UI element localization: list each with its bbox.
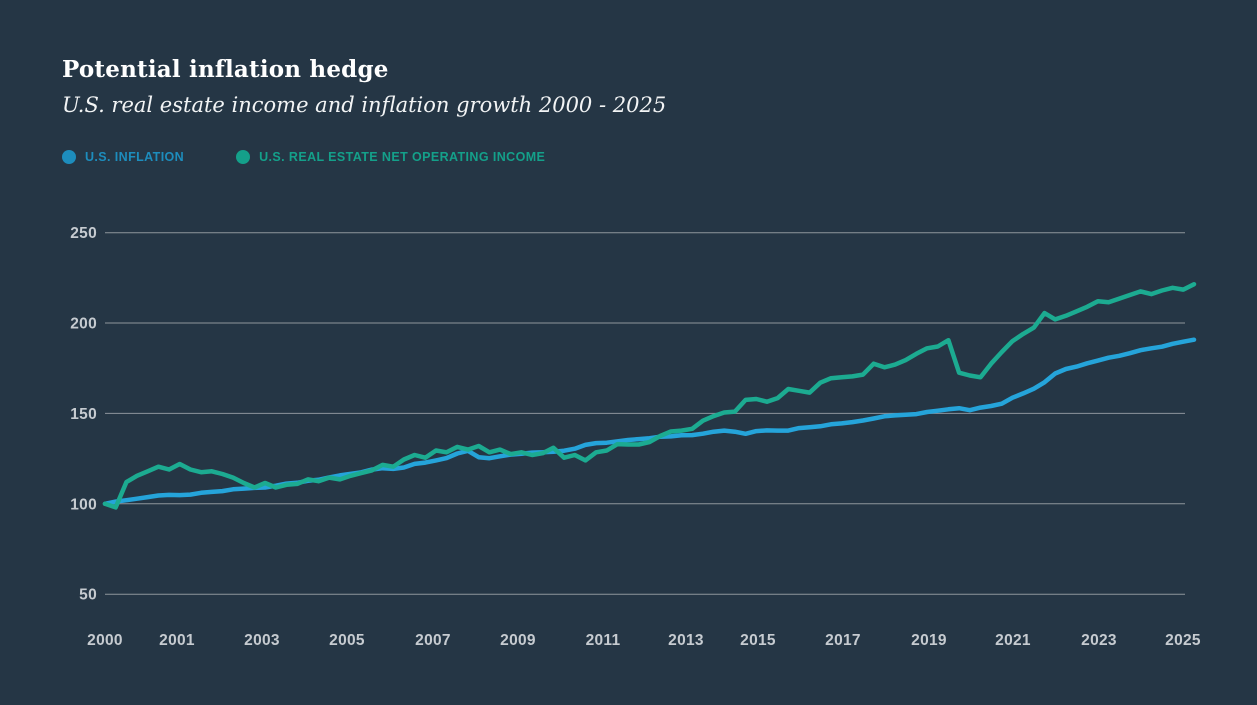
x-tick-label: 2005: [329, 632, 365, 649]
x-tick-label: 2009: [500, 632, 536, 649]
x-tick-label: 2021: [995, 632, 1031, 649]
chart-subtitle: U.S. real estate income and inflation gr…: [62, 93, 667, 117]
x-tick-label: 2019: [911, 632, 947, 649]
x-tick-label: 2007: [415, 632, 451, 649]
x-tick-label: 2025: [1165, 632, 1201, 649]
x-tick-label: 2017: [825, 632, 861, 649]
legend-item-noi: U.S. REAL ESTATE NET OPERATING INCOME: [236, 150, 545, 164]
y-tick-label: 50: [79, 587, 97, 604]
y-tick-label: 200: [70, 316, 97, 333]
y-tick-label: 150: [70, 406, 97, 423]
y-tick-label: 250: [70, 225, 97, 242]
x-tick-label: 2011: [586, 632, 621, 649]
chart-title: Potential inflation hedge: [62, 56, 389, 83]
inflation-line: [102, 337, 1197, 507]
legend-item-inflation: U.S. INFLATION: [62, 150, 184, 164]
x-tick-label: 2003: [244, 632, 280, 649]
legend-label-inflation: U.S. INFLATION: [85, 150, 185, 164]
circle-dot-icon: [236, 150, 251, 164]
chart-legend: U.S. INFLATION U.S. REAL ESTATE NET OPER…: [62, 150, 597, 164]
legend-label-noi: U.S. REAL ESTATE NET OPERATING INCOME: [259, 150, 546, 164]
x-tick-label: 2001: [159, 632, 195, 649]
x-tick-label: 2023: [1081, 632, 1117, 649]
x-tick-label: 2013: [668, 632, 704, 649]
x-tick-label: 2015: [740, 632, 776, 649]
circle-dot-icon: [62, 150, 76, 164]
y-tick-label: 100: [70, 496, 97, 513]
x-tick-label: 2000: [87, 632, 123, 649]
real-estate-noi-line: [102, 281, 1197, 510]
